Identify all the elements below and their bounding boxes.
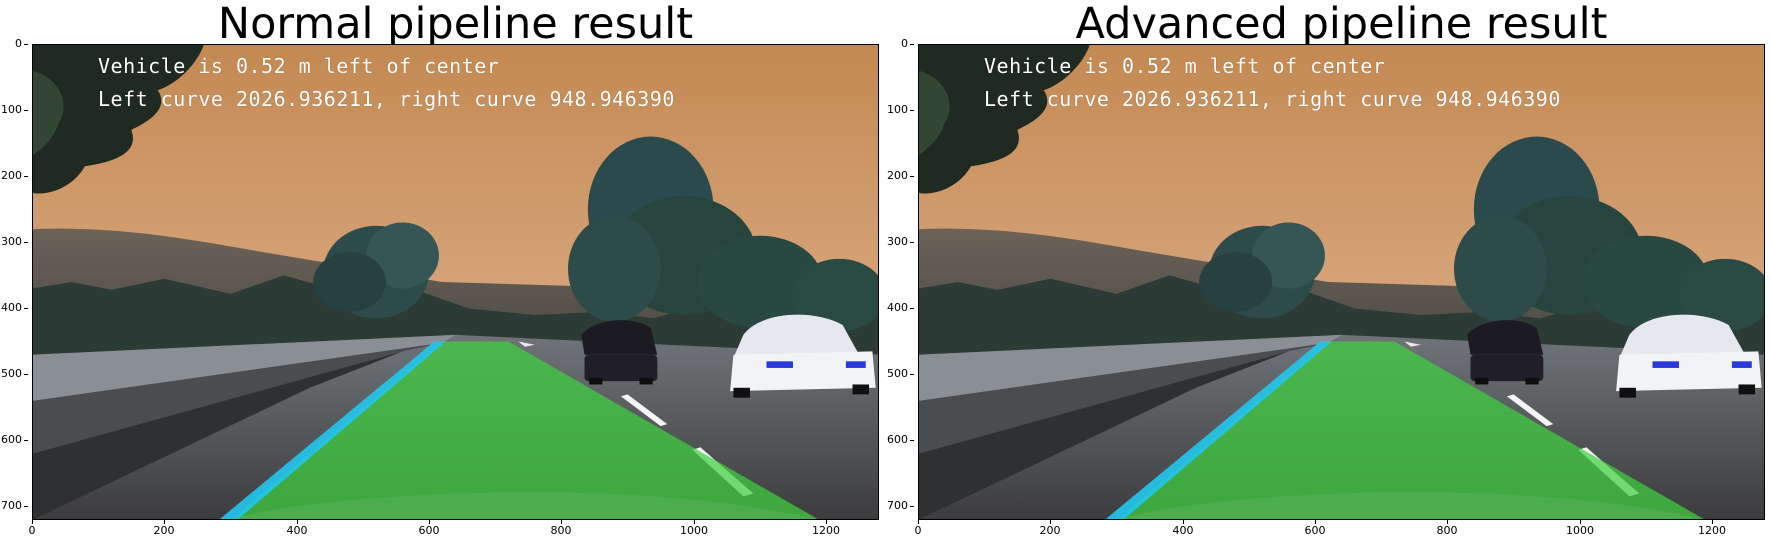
- x-tick: 0: [898, 520, 938, 538]
- x-tick: 1200: [1692, 520, 1732, 538]
- x-tick: 400: [1163, 520, 1203, 538]
- road-image: [918, 44, 1765, 520]
- curvature-text: Left curve 2026.936211, right curve 948.…: [98, 87, 675, 111]
- x-tick: 1000: [674, 520, 714, 538]
- y-tick: 0: [0, 38, 28, 50]
- x-tick: 0: [12, 520, 52, 538]
- y-tick: 300: [0, 236, 28, 248]
- y-tick: 600: [886, 434, 914, 446]
- vehicle-offset-text: Vehicle is 0.52 m left of center: [984, 54, 1386, 78]
- y-tick: 500: [886, 368, 914, 380]
- panel-title: Advanced pipeline result: [1075, 0, 1608, 49]
- panel-title: Normal pipeline result: [217, 0, 694, 49]
- y-tick: 700: [886, 500, 914, 512]
- vehicle-offset-text: Vehicle is 0.52 m left of center: [98, 54, 500, 78]
- y-tick: 200: [886, 170, 914, 182]
- x-tick: 800: [1427, 520, 1467, 538]
- y-tick: 200: [0, 170, 28, 182]
- x-tick: 600: [1295, 520, 1335, 538]
- y-tick: 100: [0, 104, 28, 116]
- y-tick: 0: [886, 38, 914, 50]
- x-tick: 1200: [806, 520, 846, 538]
- y-tick: 600: [0, 434, 28, 446]
- y-tick: 100: [886, 104, 914, 116]
- image-axes: Vehicle is 0.52 m left of center Left cu…: [918, 44, 1765, 520]
- x-tick: 800: [541, 520, 581, 538]
- x-tick: 1000: [1560, 520, 1600, 538]
- y-tick: 300: [886, 236, 914, 248]
- curvature-text: Left curve 2026.936211, right curve 948.…: [984, 87, 1561, 111]
- x-tick: 200: [144, 520, 184, 538]
- y-tick: 700: [0, 500, 28, 512]
- y-tick: 400: [886, 302, 914, 314]
- panel-normal-pipeline: Normal pipeline result Vehicle is 0.52 m…: [0, 0, 885, 542]
- panel-advanced-pipeline: Advanced pipeline result Vehicle is 0.52…: [886, 0, 1771, 542]
- y-tick: 400: [0, 302, 28, 314]
- image-axes: Vehicle is 0.52 m left of center Left cu…: [32, 44, 879, 520]
- x-tick: 600: [409, 520, 449, 538]
- y-tick: 500: [0, 368, 28, 380]
- x-tick: 200: [1030, 520, 1070, 538]
- road-image: [32, 44, 879, 520]
- x-tick: 400: [277, 520, 317, 538]
